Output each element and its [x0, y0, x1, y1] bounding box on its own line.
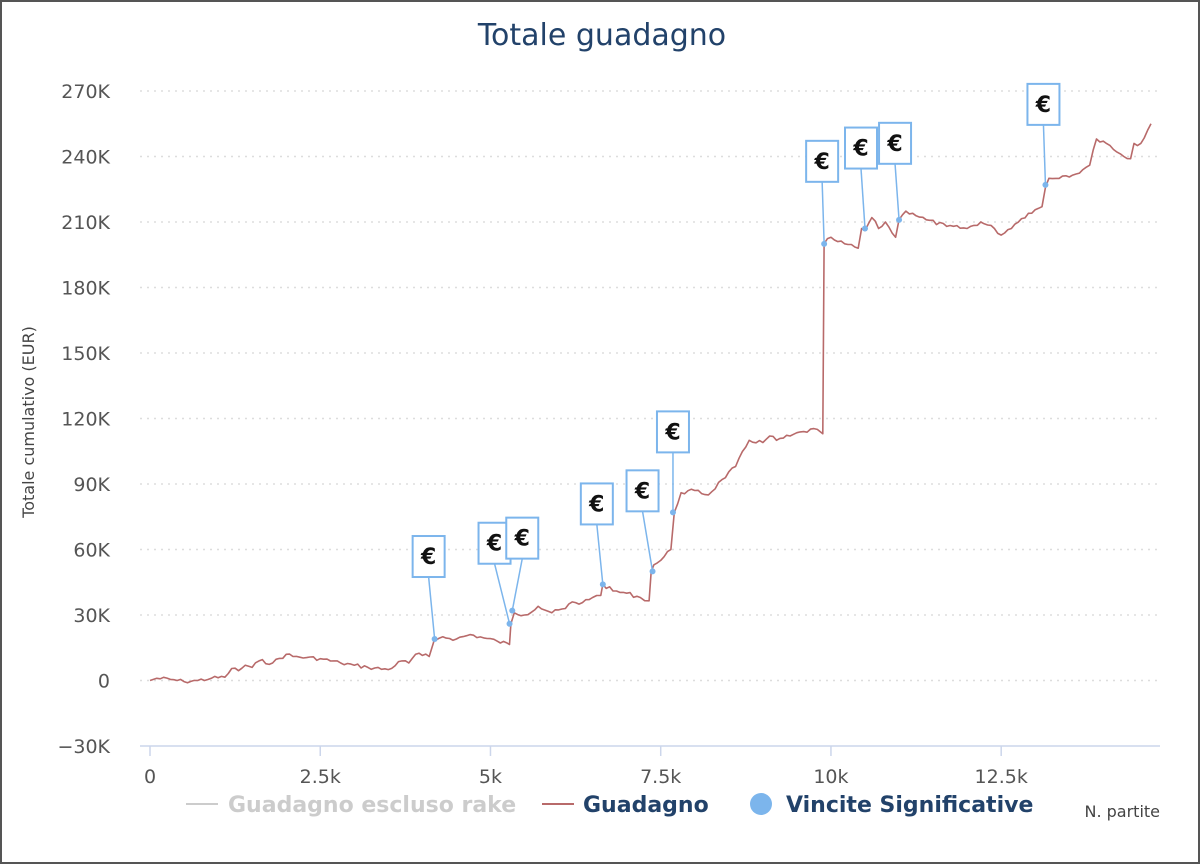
legend-dot-icon	[750, 793, 772, 815]
y-tick-label: 0	[98, 671, 110, 693]
flag-box	[625, 469, 660, 513]
flag-box	[411, 535, 446, 579]
y-tick-label: 60K	[73, 540, 110, 562]
flag-box	[844, 126, 878, 170]
flag-box	[477, 521, 512, 565]
flag-box	[1026, 82, 1061, 126]
y-tick-label: 270K	[61, 81, 110, 103]
y-tick-label: 210K	[61, 212, 110, 234]
significant-win-flag[interactable]: €	[411, 535, 446, 643]
x-tick-label: 2.5k	[300, 766, 341, 788]
win-point	[821, 240, 828, 247]
flag-box	[655, 410, 690, 454]
x-axis-ticks: 0 2.5k 5k 7.5k 10k 12.5k	[144, 746, 1028, 788]
flag-stem	[511, 558, 524, 611]
y-tick-label: 90K	[73, 474, 110, 496]
euro-icon: €	[886, 132, 902, 157]
y-tick-label: 150K	[61, 343, 110, 365]
euro-icon: €	[420, 545, 436, 570]
legend-item-vincite-significative[interactable]: Vincite Significative	[750, 793, 1033, 818]
series-layer	[149, 123, 1152, 684]
win-point	[509, 607, 516, 614]
win-point	[599, 581, 606, 588]
x-tick-label: 12.5k	[975, 766, 1028, 788]
flag-stem	[493, 563, 511, 624]
euro-icon: €	[514, 527, 530, 552]
win-point	[896, 216, 903, 223]
flag-stem	[427, 576, 436, 640]
win-point	[649, 568, 656, 575]
euro-icon: €	[664, 420, 680, 445]
significant-win-flag[interactable]: €	[477, 521, 513, 627]
chart-title: Totale guadagno	[477, 18, 726, 53]
win-point	[506, 620, 513, 627]
flag-stem	[821, 181, 825, 244]
euro-icon: €	[852, 137, 868, 162]
significant-win-flag[interactable]: €	[844, 126, 878, 232]
series-line-guadagno[interactable]	[149, 123, 1152, 684]
x-tick-label: 0	[144, 766, 156, 788]
flag-stem	[1042, 124, 1047, 185]
y-axis-ticks: −30K 0 30K 60K 90K 120K 150K 180K 210K 240K 270K	[57, 81, 110, 758]
y-tick-label: 120K	[61, 409, 110, 431]
legend-item-guadagno[interactable]: Guadagno	[542, 793, 709, 818]
win-point	[669, 509, 676, 516]
y-tick-label: 30K	[73, 605, 110, 627]
significant-wins-layer: € € € € € € € € € €	[411, 82, 1061, 643]
x-tick-label: 5k	[479, 766, 502, 788]
flag-box	[505, 516, 540, 560]
euro-icon: €	[588, 492, 604, 517]
x-tick-label: 7.5k	[640, 766, 681, 788]
significant-win-flag[interactable]: €	[655, 410, 690, 516]
significant-win-flag[interactable]: €	[1026, 82, 1061, 188]
euro-icon: €	[634, 479, 650, 504]
legend-item-guadagno-escluso-rake[interactable]: Guadagno escluso rake	[186, 793, 516, 818]
legend-label: Guadagno escluso rake	[228, 793, 516, 818]
y-tick-label: 240K	[61, 147, 110, 169]
flag-stem	[596, 524, 604, 585]
grid-layer	[140, 90, 1160, 682]
legend: Guadagno escluso rake Guadagno Vincite S…	[186, 793, 1033, 818]
win-point	[862, 225, 868, 232]
flag-box	[579, 482, 614, 526]
significant-win-flag[interactable]: €	[805, 139, 840, 247]
significant-win-flag[interactable]: €	[505, 516, 540, 614]
legend-label: Vincite Significative	[786, 793, 1033, 818]
euro-icon: €	[486, 532, 502, 557]
flag-box	[805, 139, 840, 183]
x-tick-label: 10k	[813, 766, 848, 788]
win-point	[431, 636, 438, 643]
y-tick-label: 180K	[61, 278, 110, 300]
flag-stem	[641, 511, 654, 572]
euro-icon: €	[1035, 93, 1051, 118]
significant-win-flag[interactable]: €	[579, 482, 614, 588]
y-tick-label: −30K	[57, 736, 110, 758]
significant-win-flag[interactable]: €	[878, 121, 913, 223]
significant-win-flag[interactable]: €	[625, 469, 660, 575]
flag-box	[878, 121, 913, 165]
x-axis-title: N. partite	[1084, 802, 1160, 821]
flag-stem	[860, 168, 866, 229]
euro-icon: €	[813, 150, 829, 175]
legend-label: Guadagno	[583, 793, 709, 818]
y-axis-title: Totale cumulativo (EUR)	[19, 326, 38, 519]
flag-stem	[894, 163, 900, 220]
win-point	[1042, 181, 1049, 188]
